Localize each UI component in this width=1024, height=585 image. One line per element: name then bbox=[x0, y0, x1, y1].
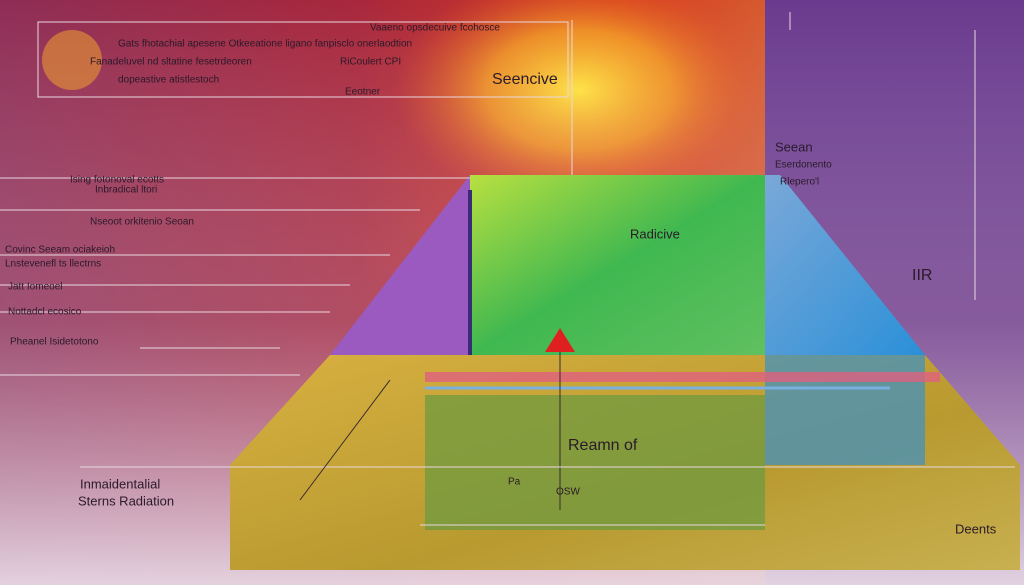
note: Rlepero'l bbox=[780, 177, 819, 188]
note: Seean bbox=[775, 139, 813, 154]
bottom-label: Inmaidentalial bbox=[80, 476, 160, 491]
note-box bbox=[37, 21, 569, 98]
note: Eeotner bbox=[345, 87, 381, 98]
note: OSW bbox=[556, 487, 580, 498]
region-label: IIR bbox=[912, 267, 932, 284]
note: Pa bbox=[508, 477, 521, 488]
purple-prism bbox=[330, 175, 470, 355]
inner-block bbox=[425, 395, 765, 530]
region-label: Radicive bbox=[630, 226, 680, 241]
side-label: Jatt Iomeoel bbox=[8, 282, 62, 293]
note: Gats fhotachial apesene Otkeeatione liga… bbox=[118, 39, 412, 50]
side-label: Pheanel Isidetotono bbox=[10, 337, 99, 348]
blue-prism bbox=[765, 175, 925, 355]
region-label: Deents bbox=[955, 521, 997, 536]
note: Fanadeluvel nd sltatine fesetrdeoren bbox=[90, 57, 252, 68]
side-label: Inbradical ltori bbox=[95, 185, 157, 196]
green-block bbox=[470, 175, 765, 355]
note: Vaaeno opsdecuive fcohosce bbox=[370, 23, 500, 34]
arrow bbox=[299, 379, 391, 501]
side-label: Lnstevenefl ts llectrns bbox=[5, 259, 101, 270]
blue-base bbox=[765, 355, 925, 465]
side-label: Nottadcl ecosico bbox=[8, 307, 82, 318]
marker bbox=[545, 328, 575, 352]
side-label: Ising fotonoval ecotts bbox=[70, 175, 164, 186]
note: dopeastive atistlestoch bbox=[118, 75, 219, 86]
note: RiCoulert CPI bbox=[340, 57, 401, 68]
note: Eserdonento bbox=[775, 160, 832, 171]
bottom-label: Sterns Radiation bbox=[78, 493, 174, 508]
side-label: Covinc Seeam ociakeioh bbox=[5, 245, 115, 256]
side-label: Nseoot orkitenio Seoan bbox=[90, 217, 194, 228]
sun-glow bbox=[42, 30, 102, 90]
region-label: Reamn of bbox=[568, 437, 638, 454]
beam bbox=[425, 372, 940, 382]
region-label: Seencive bbox=[492, 71, 558, 88]
